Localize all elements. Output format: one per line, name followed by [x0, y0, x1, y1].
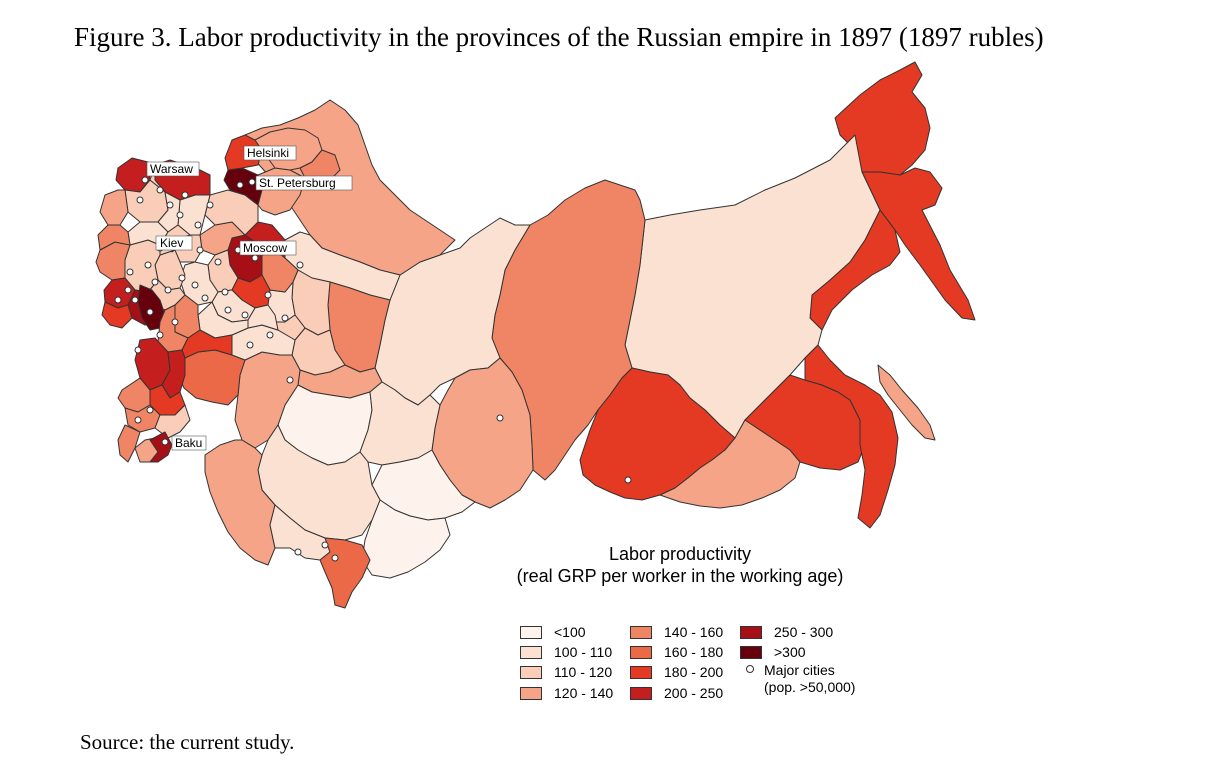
city-markers [114, 176, 632, 562]
legend-swatch [630, 645, 652, 659]
region-kamchatka [861, 167, 976, 321]
city-label-kiev: Kiev [160, 236, 183, 250]
region-bessarabia [101, 301, 133, 329]
legend-label: 160 - 180 [664, 644, 724, 660]
legend-title: Labor productivity [608, 544, 752, 564]
legend-item: >300 [740, 644, 806, 660]
legend-swatch [630, 625, 652, 639]
legend-swatch [520, 665, 542, 679]
legend-cities-text: Major cities (pop. >50,000) [764, 662, 855, 696]
region-don [181, 329, 233, 359]
region-sakhalin [877, 364, 936, 441]
legend-item: 200 - 250 [630, 685, 723, 701]
legend-label: 120 - 140 [554, 685, 614, 701]
legend-item: <100 [520, 624, 586, 640]
legend-label: 110 - 120 [554, 664, 613, 680]
legend-swatch [740, 625, 762, 639]
region-dagestan [154, 404, 191, 439]
legend-swatch [630, 665, 652, 679]
region-radom [97, 224, 131, 251]
region-orel [179, 261, 219, 306]
region-saratov [247, 304, 279, 331]
legend-label: 250 - 300 [774, 624, 834, 640]
legend-item: 160 - 180 [630, 644, 723, 660]
region-semirechye [361, 499, 451, 579]
legend-item: 180 - 200 [630, 664, 723, 680]
legend-item: 250 - 300 [740, 624, 833, 640]
legend-item: 100 - 110 [520, 644, 612, 660]
legend-label: 100 - 110 [554, 644, 613, 660]
legend-cities-line2: (pop. >50,000) [764, 679, 856, 695]
legend-label: 200 - 250 [664, 685, 724, 701]
legend-item-cities: Major cities (pop. >50,000) [740, 662, 855, 696]
figure-title: Figure 3. Labor productivity in the prov… [74, 22, 1044, 52]
legend-swatch [740, 645, 762, 659]
legend-subtitle: (real GRP per worker in the working age) [516, 566, 844, 586]
legend-label: 140 - 160 [664, 624, 724, 640]
legend-label: <100 [554, 624, 586, 640]
city-label-baku: Baku [175, 436, 202, 450]
city-label-helsinki: Helsinki [247, 146, 289, 160]
legend-item: 110 - 120 [520, 664, 612, 680]
legend-swatch [520, 645, 542, 659]
legend-swatch [520, 625, 542, 639]
city-labels: Warsaw Helsinki St. Petersburg Kiev Mosc… [146, 145, 353, 451]
city-label-st-petersburg: St. Petersburg [259, 176, 336, 190]
legend-label: >300 [774, 644, 806, 660]
region-fergana [319, 537, 371, 609]
legend-cities-line1: Major cities [764, 662, 835, 678]
region-astrakhan [177, 349, 246, 406]
legend-label: 180 - 200 [664, 664, 724, 680]
city-label-moscow: Moscow [243, 241, 287, 255]
legend-swatch [520, 686, 542, 700]
city-label-warsaw: Warsaw [150, 162, 193, 176]
region-kutais [117, 424, 141, 463]
region-finland-vyborg [224, 134, 263, 171]
legend-item: 120 - 140 [520, 685, 613, 701]
legend-swatch [630, 686, 652, 700]
figure-source: Source: the current study. [80, 730, 295, 754]
region-primorye [804, 344, 899, 529]
region-kielce [99, 189, 129, 226]
city-marker-icon [740, 662, 762, 675]
legend-item: 140 - 160 [630, 624, 723, 640]
